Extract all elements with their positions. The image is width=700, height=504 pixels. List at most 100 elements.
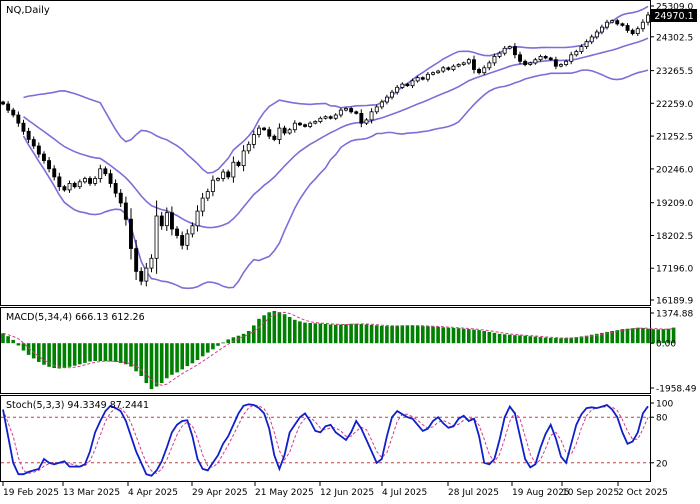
candle xyxy=(518,51,522,65)
candle xyxy=(559,63,563,68)
candle xyxy=(431,71,435,76)
candle xyxy=(83,176,87,184)
candle xyxy=(231,156,236,183)
candle xyxy=(569,51,574,65)
macd-histogram-bar xyxy=(241,333,246,344)
price-axis-label: 22259.0 xyxy=(656,100,693,110)
candle xyxy=(256,125,261,138)
macd-histogram-bar xyxy=(328,324,333,344)
price-axis-label: 21252.5 xyxy=(656,133,693,143)
macd-histogram-bar xyxy=(83,343,87,363)
macd-histogram-bar xyxy=(339,324,343,344)
candle xyxy=(169,206,174,236)
candle xyxy=(272,134,277,142)
macd-histogram-bar xyxy=(661,329,666,344)
candle xyxy=(640,19,645,32)
candle xyxy=(343,107,348,112)
macd-signal-line xyxy=(2,311,674,386)
macd-histogram-bar xyxy=(666,328,671,344)
candle xyxy=(297,121,302,126)
macd-histogram-bar xyxy=(200,343,205,357)
candle xyxy=(471,55,476,74)
candle xyxy=(185,229,190,250)
macd-histogram-bar xyxy=(538,337,543,344)
candle xyxy=(513,43,517,59)
candle xyxy=(93,176,98,186)
macd-histogram-bar xyxy=(528,336,533,344)
candle xyxy=(579,44,584,54)
candle xyxy=(528,61,533,66)
macd-histogram-bar xyxy=(569,337,573,344)
candle xyxy=(379,99,384,110)
macd-histogram-bar xyxy=(651,329,655,344)
macd-histogram-bar xyxy=(374,325,379,344)
macd-histogram-bar xyxy=(574,337,579,344)
candle xyxy=(354,110,359,115)
candle xyxy=(482,65,487,75)
macd-histogram-bar xyxy=(472,329,476,344)
macd-histogram-bar xyxy=(93,343,97,361)
macd-histogram-bar xyxy=(502,334,507,344)
macd-histogram-bar xyxy=(103,343,108,362)
stoch-panel-frame xyxy=(0,395,651,482)
macd-histogram-bar xyxy=(410,325,415,344)
candle xyxy=(134,239,139,280)
macd-histogram-bar xyxy=(165,343,169,379)
macd-histogram-bar xyxy=(308,323,312,344)
macd-histogram-bar xyxy=(236,335,241,344)
candle xyxy=(466,57,471,65)
candle xyxy=(477,67,481,75)
macd-histogram-bar xyxy=(620,329,625,344)
candle xyxy=(553,56,558,70)
macd-histogram-bar xyxy=(170,343,174,375)
macd-histogram-bar xyxy=(589,334,594,344)
macd-histogram-bar xyxy=(508,334,512,344)
candle xyxy=(216,177,220,182)
bollinger-middle-band xyxy=(23,37,649,229)
macd-histogram-bar xyxy=(267,312,271,344)
stoch-axis-label: 80 xyxy=(656,414,668,424)
candle xyxy=(425,72,430,82)
macd-histogram-bar xyxy=(108,343,113,362)
candle xyxy=(538,54,543,62)
date-axis-label: 12 Jun 2025 xyxy=(320,488,374,498)
candle xyxy=(236,160,241,168)
candle xyxy=(359,109,364,128)
macd-histogram-bar xyxy=(124,343,128,365)
candle xyxy=(72,181,77,189)
candle xyxy=(369,108,374,124)
macd-histogram-bar xyxy=(641,328,645,344)
candle xyxy=(615,18,620,26)
macd-histogram-bar xyxy=(333,324,338,344)
candle xyxy=(318,116,323,124)
macd-histogram-bar xyxy=(518,335,522,344)
macd-histogram-bar xyxy=(426,326,430,344)
candle xyxy=(267,126,272,140)
macd-histogram-bar xyxy=(298,321,302,344)
candle xyxy=(323,115,328,120)
macd-histogram-bar xyxy=(605,331,609,344)
symbol-label: NQ,Daily xyxy=(6,5,50,16)
candle xyxy=(210,175,215,197)
macd-histogram-bar xyxy=(62,343,67,368)
candle xyxy=(605,19,609,30)
macd-histogram-bar xyxy=(175,343,179,373)
candle xyxy=(67,180,72,193)
candle xyxy=(282,125,287,136)
macd-histogram-bar xyxy=(1,333,5,344)
macd-histogram-bar xyxy=(579,336,584,344)
stoch-signal-line xyxy=(2,404,649,474)
macd-histogram-bar xyxy=(303,322,307,344)
candle xyxy=(410,78,415,89)
stoch-main-line xyxy=(2,403,649,477)
candle xyxy=(374,104,379,115)
macd-histogram-bar xyxy=(380,325,384,344)
macd-histogram-bar xyxy=(543,337,548,344)
macd-histogram-bar xyxy=(559,338,563,344)
candle xyxy=(415,75,420,83)
candle xyxy=(451,64,456,72)
macd-histogram-bar xyxy=(323,324,328,344)
candle xyxy=(113,179,118,198)
macd-histogram-bar xyxy=(461,328,466,344)
macd-histogram-bar xyxy=(318,323,323,344)
